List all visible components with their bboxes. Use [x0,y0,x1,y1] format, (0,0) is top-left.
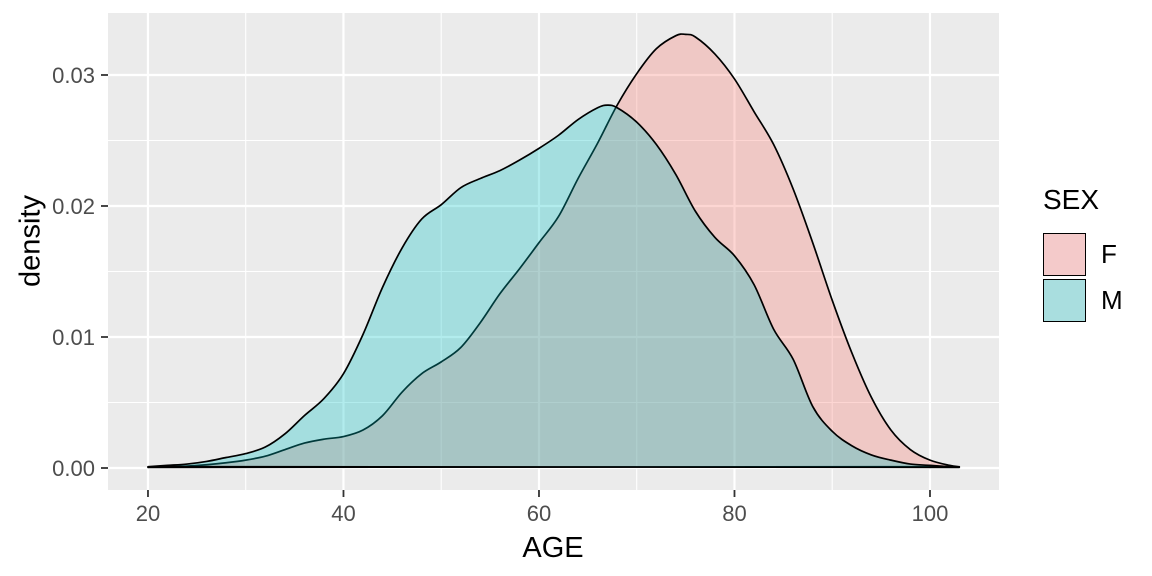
x-axis-title: AGE [522,532,584,564]
density-area-M [147,104,961,469]
plot-panel [108,13,999,490]
legend-key-swatch-F [1043,232,1086,276]
x-tick-label: 20 [136,501,160,526]
legend-title: SEX [1043,184,1100,215]
legend-key-swatch-M [1043,278,1086,322]
legend-label: M [1101,285,1123,315]
y-tick-label: 0.03 [52,63,95,88]
y-tick-label: 0.00 [52,456,95,481]
y-axis-title: density [14,195,47,287]
y-tick-label: 0.02 [52,194,95,219]
x-tick-label: 60 [527,501,551,526]
x-tick-label: 100 [912,501,949,526]
legend-entry-M: M [1043,277,1148,323]
density-area-F [147,33,961,469]
x-tick-label: 80 [722,501,746,526]
x-tick-label: 40 [331,501,355,526]
legend-label: F [1101,239,1117,269]
y-tick-label: 0.01 [52,325,95,350]
legend-entry-F: F [1043,231,1148,277]
